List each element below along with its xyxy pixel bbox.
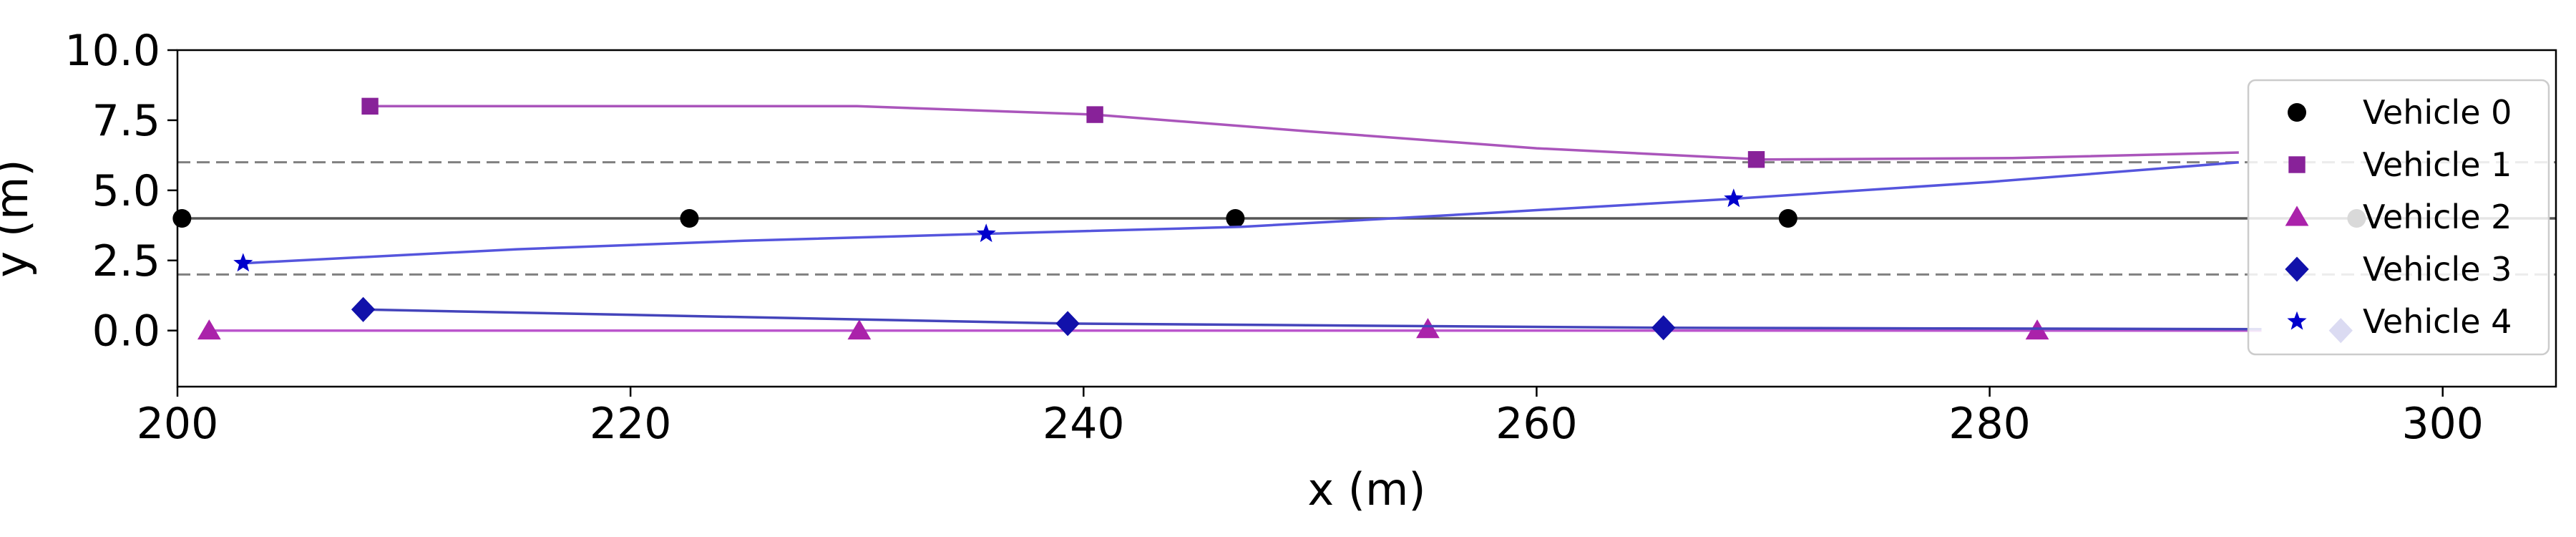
legend-marker-vehicle-0 <box>2288 103 2306 122</box>
legend-label-vehicle-3: Vehicle 3 <box>2363 250 2512 289</box>
y-tick-label: 7.5 <box>92 96 160 146</box>
legend-label-vehicle-1: Vehicle 1 <box>2363 145 2512 184</box>
legend: Vehicle 0 Vehicle 1 Vehicle 2 Vehicle 3 Vehi… <box>2247 79 2550 356</box>
data-point-vehicle-3-0 <box>351 296 376 322</box>
data-point-vehicle-4-0 <box>233 253 253 272</box>
series-vehicle-4 <box>233 160 2239 272</box>
data-point-vehicle-0-3 <box>1778 209 1797 228</box>
x-tick-label: 260 <box>1496 399 1578 449</box>
y-axis-label: y (m) <box>0 159 38 277</box>
series-vehicle-0 <box>172 209 2556 228</box>
x-tick-label: 240 <box>1043 399 1125 449</box>
legend-item-vehicle-2: Vehicle 2 <box>2285 198 2512 236</box>
x-axis-label: x (m) <box>1307 463 1425 516</box>
legend-label-vehicle-4: Vehicle 4 <box>2363 302 2512 341</box>
legend-item-vehicle-1: Vehicle 1 <box>2288 145 2512 184</box>
series-line-vehicle-4 <box>243 160 2239 265</box>
x-tick-label: 280 <box>1948 399 2031 449</box>
series-vehicle-1 <box>361 97 2239 168</box>
data-point-vehicle-1-1 <box>1086 106 1103 123</box>
legend-marker-vehicle-1 <box>2288 156 2306 173</box>
x-tick-label: 200 <box>137 399 219 449</box>
y-tick-label: 10.0 <box>64 26 160 76</box>
plot-frame <box>176 49 2557 388</box>
y-tick-label: 0.0 <box>92 306 160 357</box>
data-point-vehicle-0-0 <box>172 209 192 228</box>
data-point-vehicle-1-0 <box>361 97 379 115</box>
series-line-vehicle-1 <box>370 105 2239 161</box>
x-tick-label: 300 <box>2401 399 2484 449</box>
x-axis: 200 220 240 260 280 300 <box>137 387 2484 449</box>
data-point-vehicle-4-1 <box>976 223 996 243</box>
data-point-vehicle-1-2 <box>1747 151 1765 168</box>
data-point-vehicle-4-2 <box>1724 188 1744 208</box>
data-point-vehicle-3-1 <box>1055 311 1080 337</box>
legend-label-vehicle-2: Vehicle 2 <box>2363 198 2512 236</box>
x-tick-label: 220 <box>590 399 672 449</box>
y-axis: 0.0 2.5 5.0 7.5 10.0 <box>64 26 177 357</box>
legend-marker-vehicle-2 <box>2285 205 2309 226</box>
legend-box <box>2247 79 2550 356</box>
data-point-vehicle-0-1 <box>680 209 699 228</box>
y-tick-label: 5.0 <box>92 166 160 216</box>
legend-item-vehicle-4: Vehicle 4 <box>2287 302 2512 341</box>
series-line-vehicle-3 <box>363 308 2262 331</box>
data-point-vehicle-2-0 <box>197 319 221 340</box>
plot-content <box>172 97 2556 344</box>
y-tick-label: 2.5 <box>92 236 160 286</box>
legend-marker-vehicle-3 <box>2285 256 2309 282</box>
series-vehicle-3 <box>351 296 2353 344</box>
data-point-vehicle-2-1 <box>847 319 872 340</box>
legend-label-vehicle-0: Vehicle 0 <box>2363 93 2512 132</box>
legend-marker-vehicle-4 <box>2287 311 2307 330</box>
legend-item-vehicle-3: Vehicle 3 <box>2285 250 2512 289</box>
legend-item-vehicle-0: Vehicle 0 <box>2288 93 2512 132</box>
data-point-vehicle-2-2 <box>1416 318 1440 339</box>
data-point-vehicle-3-2 <box>1652 315 1676 341</box>
data-point-vehicle-0-2 <box>1226 209 1245 228</box>
